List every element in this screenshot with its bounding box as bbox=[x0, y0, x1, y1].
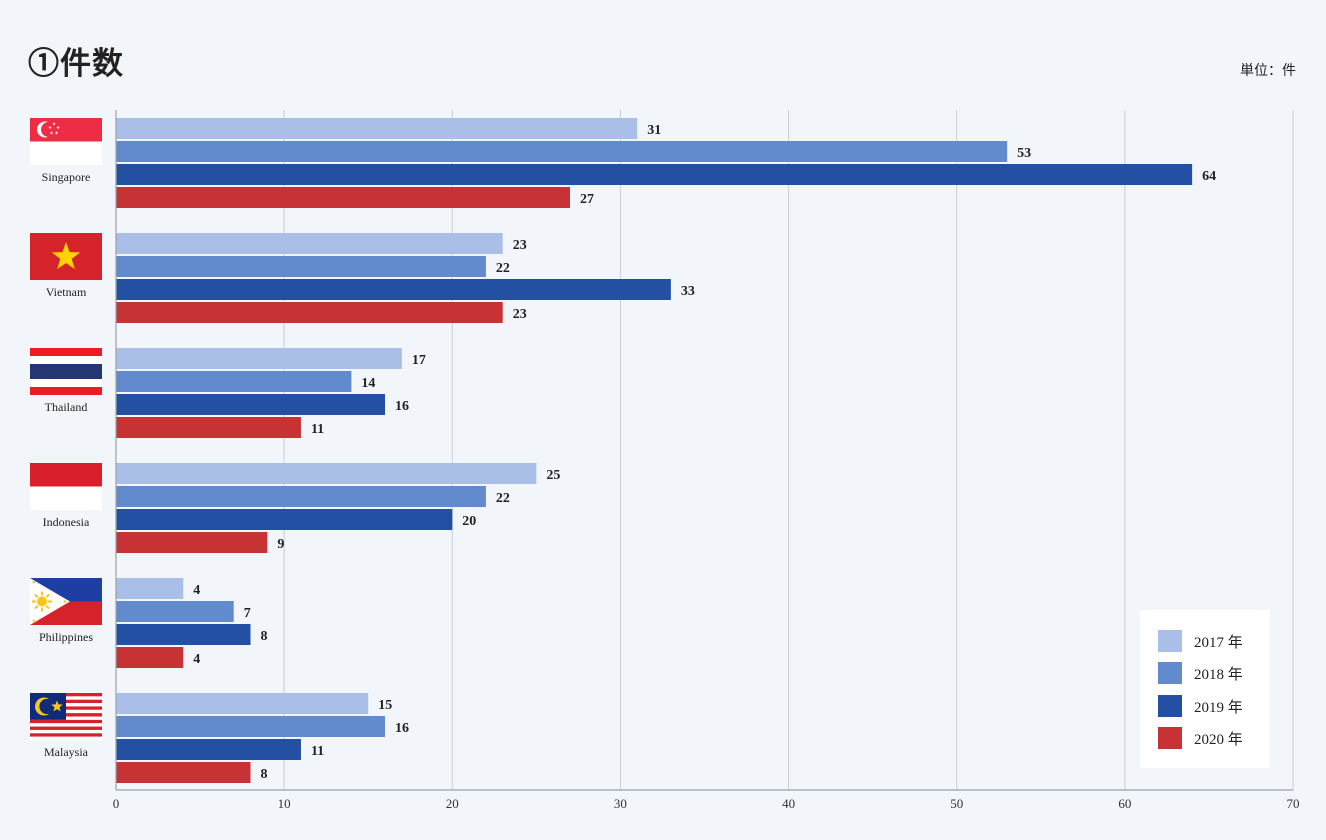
bar-value-label: 27 bbox=[580, 192, 594, 207]
x-tick-label: 70 bbox=[1287, 796, 1300, 811]
bar bbox=[116, 233, 503, 254]
bar-value-label: 53 bbox=[1017, 146, 1031, 161]
category-label: Indonesia bbox=[43, 515, 90, 529]
bar-value-label: 20 bbox=[462, 514, 476, 529]
legend-swatch-2019 bbox=[1158, 695, 1182, 717]
bar bbox=[116, 187, 570, 208]
bar bbox=[116, 348, 402, 369]
x-tick-label: 30 bbox=[614, 796, 627, 811]
bar bbox=[116, 647, 184, 668]
thailand-flag-icon bbox=[30, 348, 102, 395]
bar bbox=[116, 463, 537, 484]
bar bbox=[116, 578, 184, 599]
bar bbox=[116, 601, 234, 622]
category-label: Singapore bbox=[42, 170, 91, 184]
bar-value-label: 33 bbox=[681, 284, 695, 299]
bar bbox=[116, 624, 251, 645]
vietnam-flag-icon bbox=[30, 233, 102, 280]
legend-swatch-2017 bbox=[1158, 630, 1182, 652]
bar bbox=[116, 417, 301, 438]
bar-value-label: 9 bbox=[277, 537, 284, 552]
bar bbox=[116, 693, 369, 714]
x-tick-label: 10 bbox=[278, 796, 291, 811]
chart-title: ①件数 bbox=[28, 46, 124, 81]
bar-value-label: 16 bbox=[395, 721, 409, 736]
legend-item-2017: 2017 年 bbox=[1158, 630, 1243, 652]
legend-label-2019: 2019 年 bbox=[1194, 699, 1243, 716]
bar-value-label: 8 bbox=[261, 767, 268, 782]
category-label: Thailand bbox=[45, 400, 88, 414]
bar bbox=[116, 279, 671, 300]
bar-value-label: 8 bbox=[261, 629, 268, 644]
bar-value-label: 31 bbox=[647, 123, 661, 138]
bar-value-label: 17 bbox=[412, 353, 426, 368]
bar-value-label: 16 bbox=[395, 399, 409, 414]
bar bbox=[116, 164, 1193, 185]
unit-label: 単位：件 bbox=[1240, 64, 1296, 79]
legend: 2017 年 2018 年 2019 年 2020 年 bbox=[1140, 610, 1270, 768]
bar bbox=[116, 371, 352, 392]
bar bbox=[116, 141, 1008, 162]
bar bbox=[116, 509, 453, 530]
bar bbox=[116, 739, 301, 760]
bar-value-label: 22 bbox=[496, 261, 510, 276]
x-tick-label: 0 bbox=[113, 796, 120, 811]
legend-item-2018: 2018 年 bbox=[1158, 662, 1243, 684]
bar-value-label: 23 bbox=[513, 307, 527, 322]
x-tick-label: 60 bbox=[1118, 796, 1131, 811]
singapore-flag-icon bbox=[30, 118, 102, 165]
bar-value-label: 7 bbox=[244, 606, 251, 621]
bar-value-label: 14 bbox=[361, 376, 375, 391]
bar-value-label: 11 bbox=[311, 422, 324, 437]
legend-item-2020: 2020 年 bbox=[1158, 727, 1243, 749]
malaysia-flag-icon bbox=[30, 693, 102, 741]
legend-label-2017: 2017 年 bbox=[1194, 634, 1243, 651]
bar bbox=[116, 532, 268, 553]
x-tick-label: 40 bbox=[782, 796, 795, 811]
bar-value-label: 23 bbox=[513, 238, 527, 253]
category-label: Malaysia bbox=[44, 745, 89, 759]
bar-value-label: 4 bbox=[193, 583, 200, 598]
category-label: Philippines bbox=[39, 630, 93, 644]
x-tick-label: 50 bbox=[950, 796, 963, 811]
bar bbox=[116, 256, 486, 277]
philippines-flag-icon bbox=[30, 578, 102, 625]
bar bbox=[116, 716, 386, 737]
bar-value-label: 64 bbox=[1202, 169, 1216, 184]
bar bbox=[116, 302, 503, 323]
bar bbox=[116, 486, 486, 507]
legend-label-2018: 2018 年 bbox=[1194, 666, 1243, 683]
bar-value-label: 11 bbox=[311, 744, 324, 759]
bar-value-label: 4 bbox=[193, 652, 200, 667]
legend-label-2020: 2020 年 bbox=[1194, 731, 1243, 748]
bar bbox=[116, 394, 386, 415]
legend-swatch-2020 bbox=[1158, 727, 1182, 749]
bar-value-label: 25 bbox=[546, 468, 560, 483]
bar-value-label: 15 bbox=[378, 698, 392, 713]
legend-item-2019: 2019 年 bbox=[1158, 695, 1243, 717]
bar bbox=[116, 118, 638, 139]
legend-swatch-2018 bbox=[1158, 662, 1182, 684]
indonesia-flag-icon bbox=[30, 463, 102, 510]
category-label: Vietnam bbox=[46, 285, 87, 299]
x-tick-label: 20 bbox=[446, 796, 459, 811]
bar bbox=[116, 762, 251, 783]
bar-value-label: 22 bbox=[496, 491, 510, 506]
